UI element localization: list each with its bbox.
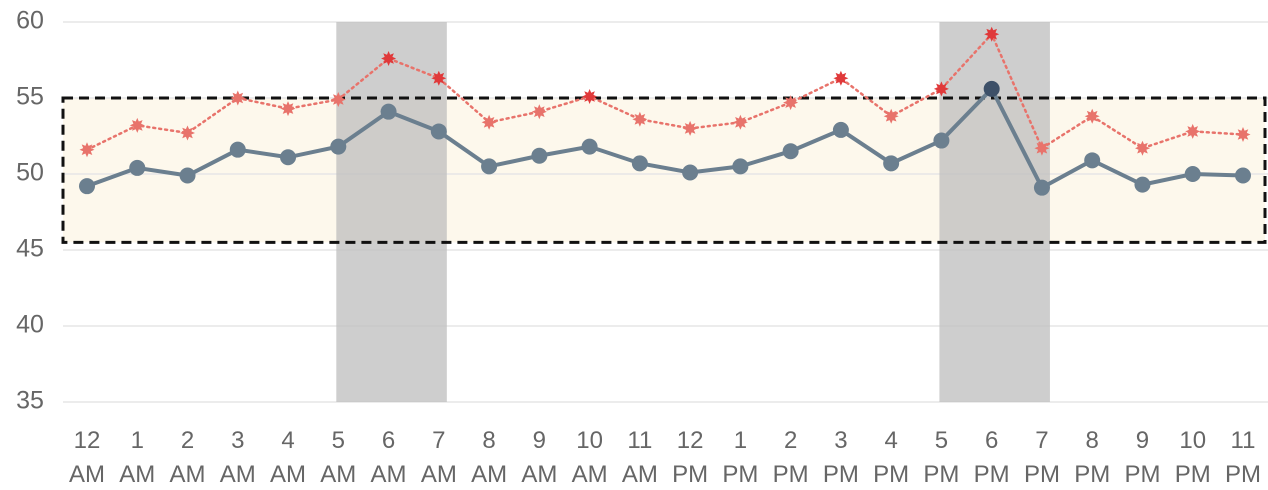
data-point: [330, 92, 346, 107]
data-point: [783, 95, 799, 111]
y-tick-label: 35: [16, 387, 44, 415]
x-tick-label: 9 AM: [521, 427, 558, 488]
data-point: [984, 26, 1000, 42]
data-point: [430, 123, 447, 140]
data-point: [832, 121, 849, 138]
data-point: [1034, 140, 1050, 156]
data-point: [330, 138, 347, 155]
x-tick-label: 3 AM: [219, 427, 256, 488]
data-point: [1135, 140, 1150, 156]
x-tick-label: 8 AM: [471, 427, 508, 488]
data-point: [129, 159, 146, 176]
x-tick-label: 2 AM: [169, 427, 206, 488]
data-point: [631, 155, 648, 172]
data-point: [933, 81, 949, 97]
data-point: [1234, 167, 1251, 184]
data-point: [531, 147, 548, 164]
x-tick-label: 12 PM: [672, 427, 709, 488]
data-point: [431, 70, 447, 86]
data-point: [531, 104, 547, 120]
data-point: [179, 167, 196, 184]
x-tick-label: 7 AM: [420, 427, 457, 488]
x-tick-label: 11 PM: [1224, 427, 1261, 488]
y-tick-label: 50: [16, 159, 44, 187]
data-point: [280, 149, 297, 166]
data-point: [632, 111, 648, 127]
data-point: [1185, 123, 1201, 139]
data-point: [1033, 179, 1050, 196]
data-point: [230, 90, 246, 106]
x-tick-label: 1 AM: [119, 427, 156, 488]
x-tick-label: 7 PM: [1023, 427, 1060, 488]
x-tick-label: 9 PM: [1124, 427, 1161, 488]
data-point: [883, 155, 900, 172]
data-point: [1184, 166, 1201, 182]
y-tick-label: 55: [16, 83, 44, 111]
y-tick-label: 45: [16, 235, 44, 263]
x-tick-label: 1 PM: [722, 427, 759, 488]
data-point: [1084, 108, 1100, 124]
x-tick-label: 10 AM: [571, 427, 608, 488]
data-point: [732, 114, 748, 130]
x-tick-label: 5 AM: [320, 427, 357, 488]
highlight-band: [939, 22, 1050, 402]
data-point: [933, 132, 950, 149]
data-point: [481, 114, 497, 130]
x-tick-label: 6 PM: [973, 427, 1010, 488]
y-tick-label: 60: [16, 7, 44, 35]
x-tick-label: 8 PM: [1074, 427, 1111, 488]
x-tick-label: 3 PM: [822, 427, 859, 488]
data-point: [833, 70, 849, 86]
data-point: [381, 51, 397, 66]
x-tick-label: 4 PM: [873, 427, 910, 488]
data-point: [79, 178, 95, 195]
x-tick-label: 5 PM: [923, 427, 960, 488]
target-range: [63, 98, 1265, 243]
y-tick-label: 40: [16, 311, 44, 339]
data-point: [229, 141, 246, 158]
data-point: [481, 158, 498, 175]
data-point: [983, 80, 1000, 97]
series-line: [85, 31, 1245, 151]
data-point: [582, 89, 598, 104]
x-tick-label: 2 PM: [772, 427, 809, 488]
data-point: [682, 164, 699, 181]
x-tick-label: 11 AM: [621, 427, 658, 488]
target-range-border: [61, 96, 1267, 244]
data-point: [129, 117, 145, 133]
data-point: [280, 101, 296, 117]
data-point: [79, 142, 95, 158]
data-point: [581, 138, 598, 155]
data-point: [1235, 127, 1251, 142]
x-tick-label: 10 PM: [1174, 427, 1211, 488]
x-tick-label: 12 AM: [69, 427, 105, 488]
data-point: [380, 103, 397, 120]
series-line: [85, 85, 1245, 191]
data-point: [1134, 176, 1151, 193]
data-point: [180, 125, 195, 141]
highlight-band: [336, 22, 447, 402]
data-point: [682, 120, 698, 136]
x-tick-label: 4 AM: [270, 427, 307, 488]
data-point: [1084, 152, 1101, 169]
data-point: [732, 158, 749, 175]
x-tick-label: 6 AM: [370, 427, 407, 488]
data-point: [883, 108, 899, 124]
data-point: [782, 143, 799, 160]
